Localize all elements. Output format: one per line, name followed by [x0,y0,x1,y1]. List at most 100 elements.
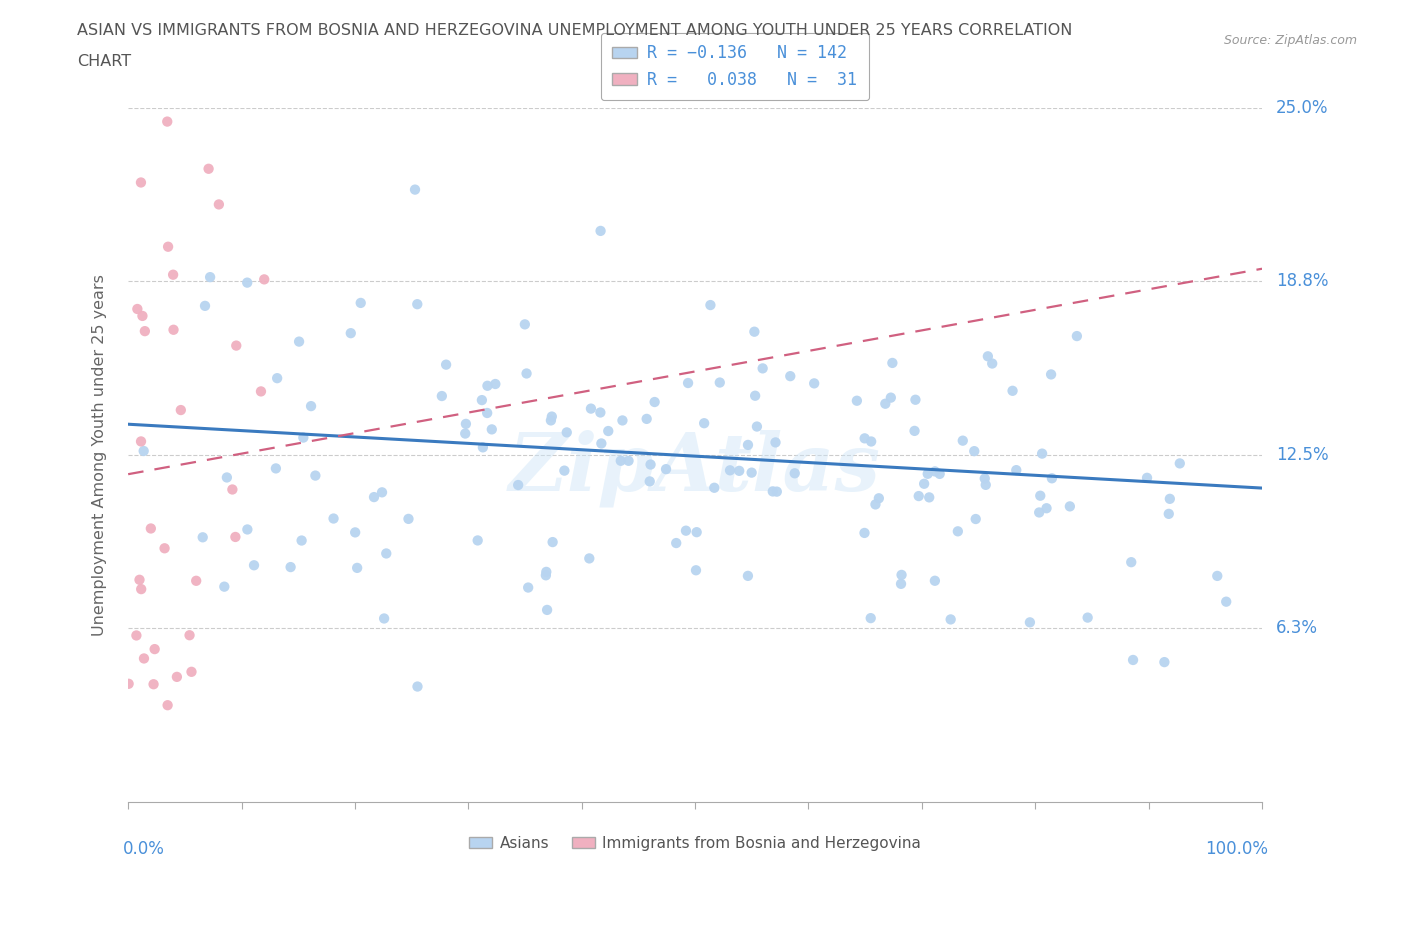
Point [250,384,273,399]
Point [589,223,612,238]
Point [179,628,201,643]
Point [555,425,578,440]
Point [304,468,326,483]
Text: ASIAN VS IMMIGRANTS FROM BOSNIA AND HERZEGOVINA UNEMPLOYMENT AMONG YOUTH UNDER 2: ASIAN VS IMMIGRANTS FROM BOSNIA AND HERZ… [77,23,1073,38]
Point [589,405,612,420]
Point [974,477,997,492]
Point [253,272,276,286]
Point [981,356,1004,371]
Point [610,453,633,468]
Point [1028,505,1050,520]
Point [125,628,148,643]
Point [578,551,600,565]
Point [1136,471,1159,485]
Point [180,664,202,679]
Point [299,399,322,414]
Point [134,324,156,339]
Point [536,603,558,618]
Point [1031,446,1053,461]
Point [540,409,562,424]
Point [685,525,707,539]
Point [918,490,941,505]
Point [156,698,179,712]
Point [197,161,219,176]
Point [186,574,208,589]
Point [903,423,925,438]
Point [693,416,716,431]
Point [484,377,506,392]
Point [540,413,562,428]
Point [153,541,176,556]
Legend: Asians, Immigrants from Bosnia and Herzegovina: Asians, Immigrants from Bosnia and Herze… [463,830,928,857]
Point [1077,610,1099,625]
Point [129,434,152,449]
Point [845,393,868,408]
Point [224,529,246,544]
Point [1157,507,1180,522]
Point [638,474,661,489]
Point [208,197,231,212]
Text: 100.0%: 100.0% [1205,840,1268,858]
Point [344,525,367,539]
Point [1029,488,1052,503]
Point [157,239,180,254]
Point [236,275,259,290]
Point [375,546,398,561]
Point [924,464,946,479]
Point [264,461,287,476]
Point [882,355,904,370]
Point [214,579,236,594]
Text: 6.3%: 6.3% [1275,619,1317,637]
Point [513,317,536,332]
Point [1122,653,1144,668]
Point [751,361,773,376]
Point [406,297,429,312]
Point [865,497,887,512]
Point [924,573,946,588]
Point [737,568,759,583]
Point [1159,491,1181,506]
Point [430,389,453,404]
Point [745,419,768,434]
Point [973,472,995,486]
Point [143,642,166,657]
Point [779,368,801,383]
Point [640,457,662,472]
Point [703,480,725,495]
Point [454,426,477,441]
Point [963,444,986,458]
Text: 18.8%: 18.8% [1275,272,1329,290]
Point [243,558,266,573]
Text: 0.0%: 0.0% [122,840,165,858]
Point [132,444,155,458]
Point [191,530,214,545]
Point [765,435,787,450]
Point [741,465,763,480]
Point [744,389,766,404]
Point [471,392,494,407]
Point [1153,655,1175,670]
Point [728,463,751,478]
Point [655,461,678,476]
Point [762,484,785,498]
Point [534,568,557,583]
Point [117,676,139,691]
Point [350,296,373,311]
Point [1168,456,1191,471]
Point [928,467,950,482]
Point [875,396,897,411]
Point [508,478,530,493]
Point [665,536,688,551]
Text: Source: ZipAtlas.com: Source: ZipAtlas.com [1223,34,1357,47]
Point [859,611,882,626]
Point [371,485,394,499]
Point [215,470,238,485]
Y-axis label: Unemployment Among Youth under 25 years: Unemployment Among Youth under 25 years [93,273,107,636]
Point [132,651,155,666]
Point [636,411,658,426]
Point [617,453,640,468]
Point [644,394,666,409]
Point [699,298,721,312]
Text: CHART: CHART [77,54,131,69]
Point [904,392,927,407]
